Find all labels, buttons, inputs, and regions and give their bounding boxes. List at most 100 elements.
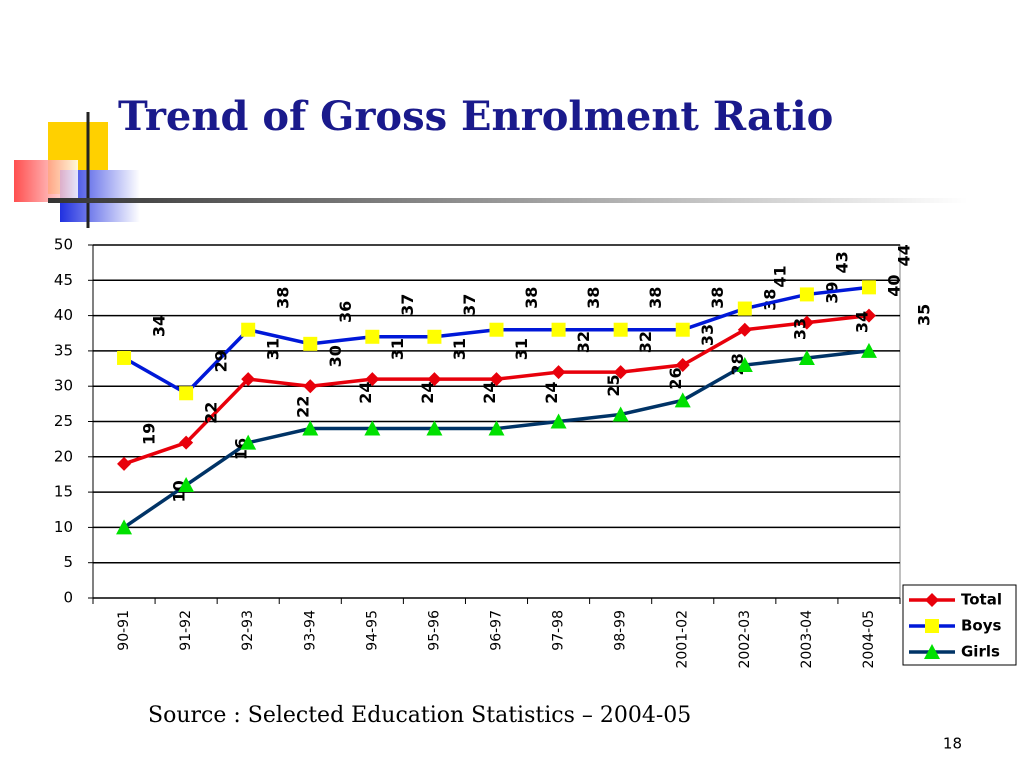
series: 34 29 38 36 37 37 38 38 38 38 41 43 44 [117,244,913,401]
marker [427,372,442,387]
x-tick-label: 96-97 [489,610,505,651]
marker [799,315,814,330]
y-tick-label: 5 [63,553,73,571]
y-tick-label: 20 [54,447,73,465]
data-label: 24 [542,381,561,403]
marker [117,456,132,471]
marker [551,365,566,380]
data-label: 40 [884,274,903,296]
decoration [14,112,968,228]
data-label: 36 [336,301,355,323]
marker [736,357,753,373]
marker [924,644,940,659]
data-label: 32 [574,331,593,353]
legend-item: Total [909,591,1002,609]
marker [675,322,690,337]
marker [488,420,505,436]
data-label: 33 [698,324,717,346]
data-label: 30 [326,345,345,367]
marker [241,372,256,387]
marker [116,519,133,535]
legend-label: Girls [961,643,1000,661]
marker [426,420,443,436]
marker [798,349,815,365]
data-label: 24 [418,381,437,403]
legend-label: Boys [961,617,1002,635]
x-tick-label: 95-96 [426,610,442,651]
y-tick-label: 10 [54,518,73,536]
marker [117,350,132,365]
legend-item: Girls [909,643,1000,661]
marker [860,342,877,358]
data-label: 31 [264,338,283,360]
marker [613,322,628,337]
chart: 0 5 10 15 20 25 30 35 40 45 50 90-91 91-92 92-93 93-94… [54,236,1017,669]
data-label: 32 [636,331,655,353]
x-tick-label: 93-94 [302,610,318,651]
data-label: 38 [708,287,727,309]
x-tick-label: 98-99 [613,610,629,651]
legend-item: Boys [909,617,1002,635]
data-label: 25 [604,374,623,396]
data-label: 37 [398,294,417,316]
x-tick-label: 2001-02 [675,610,691,669]
marker [179,435,194,450]
marker [365,372,380,387]
marker [613,365,628,380]
x-tick-label: 92-93 [240,610,256,651]
y-tick-label: 0 [63,589,73,607]
marker [799,287,814,302]
marker [489,322,504,337]
y-tick-label: 40 [54,306,73,324]
page-number: 18 [943,735,962,753]
data-label: 22 [294,396,313,418]
marker [737,301,752,316]
marker [240,434,257,450]
data-label: 38 [584,287,603,309]
data-label: 41 [770,265,789,287]
data-label: 33 [790,318,809,340]
y-tick-label: 35 [54,341,73,359]
data-label: 31 [512,338,531,360]
y-tick-label: 15 [54,483,73,501]
source: Source : Selected Education Statistics –… [148,703,691,728]
marker [861,280,876,295]
data-label: 31 [388,338,407,360]
data-label: 34 [852,311,871,333]
marker [303,379,318,394]
x-tick-label: 2002-03 [737,610,753,669]
data-label: 24 [480,381,499,403]
data-label: 34 [150,315,169,337]
marker [612,406,629,422]
data-label: 43 [832,251,851,273]
y-tick-label: 30 [54,377,73,395]
data-label: 38 [522,287,541,309]
data-label: 22 [202,402,221,424]
x-tick-label: 97-98 [551,610,567,651]
data-label: 29 [212,350,231,372]
data-label: 31 [450,338,469,360]
y-tick-label: 45 [54,271,73,289]
marker [302,420,319,436]
y-tick-label: 25 [54,412,73,430]
marker [179,386,194,401]
data-label: 38 [646,287,665,309]
marker [674,392,691,408]
marker [365,329,380,344]
data-label: 26 [666,367,685,389]
marker [241,322,256,337]
x-tick-label: 94-95 [364,610,380,651]
y-tick-label: 50 [54,236,73,254]
x-tick-label: 90-91 [116,610,132,651]
marker [737,322,752,337]
marker [364,420,381,436]
x-tick-label: 2004-05 [861,610,877,669]
marker [925,593,939,607]
marker [178,477,195,493]
marker [550,413,567,429]
data-label: 35 [914,304,933,326]
x-tick-label: 91-92 [178,610,194,651]
marker [675,358,690,373]
